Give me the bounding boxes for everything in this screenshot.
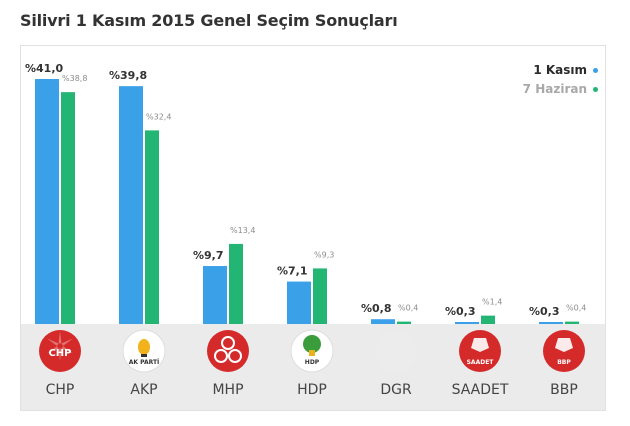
category-label-bbp: BBP	[550, 382, 578, 398]
data-label-mhp-7-haziran: %13,4	[230, 226, 255, 235]
data-label-akp-7-haziran: %32,4	[146, 112, 171, 121]
data-label-chp-7-haziran: %38,8	[62, 74, 87, 83]
data-label-hdp-1-kasim: %7,1	[277, 265, 308, 278]
bar-mhp-1-kasim	[203, 266, 227, 324]
bbp-logo-text: BBP	[557, 359, 571, 366]
legend-item-7-haziran: 7 Haziran	[523, 80, 598, 99]
hdp-tree-icon	[303, 335, 321, 353]
bar-dgr-1-kasim	[371, 319, 395, 324]
data-label-bbp-1-kasim: %0,3	[529, 305, 560, 318]
bbp-emblem-icon	[555, 338, 573, 352]
saadet-logo-text: SAADET	[467, 359, 495, 366]
akp-bulb-icon	[138, 339, 150, 355]
data-label-saadet-7-haziran: %1,4	[482, 298, 502, 307]
mhp-crescent-icon	[228, 349, 242, 363]
bar-hdp-7-haziran	[313, 268, 327, 324]
chp-arrow-icon	[58, 331, 62, 344]
mhp-crescent-icon	[214, 349, 228, 363]
bar-saadet-1-kasim	[455, 322, 479, 324]
legend-label-1-kasim: 1 Kasım	[533, 63, 587, 77]
chp-arrow-icon	[47, 338, 59, 346]
dgr-logo-icon	[375, 330, 417, 372]
chart-legend: 1 Kasım 7 Haziran	[523, 61, 598, 99]
chp-logo-icon	[39, 330, 81, 372]
category-label-dgr: DGR	[380, 382, 412, 398]
chp-arrow-icon	[47, 346, 59, 354]
chp-logo-text: CHP	[48, 348, 71, 359]
category-label-saadet: SAADET	[452, 382, 509, 398]
bar-chp-1-kasim	[35, 79, 59, 324]
bar-saadet-7-haziran	[481, 315, 495, 324]
category-label-hdp: HDP	[297, 382, 327, 398]
saadet-emblem-icon	[471, 338, 489, 352]
data-label-saadet-1-kasim: %0,3	[445, 305, 476, 318]
data-label-bbp-7-haziran: %0,4	[566, 304, 586, 313]
bar-chp-7-haziran	[61, 92, 75, 325]
chp-arrow-icon	[61, 346, 73, 354]
hdp-logo-text: HDP	[305, 359, 320, 366]
hdp-trunk-icon	[309, 350, 315, 356]
category-label-chp: CHP	[46, 382, 75, 398]
data-label-mhp-1-kasim: %9,7	[193, 249, 224, 262]
data-label-dgr-7-haziran: %0,4	[398, 304, 418, 313]
bar-dgr-7-haziran	[397, 321, 411, 324]
chp-arrow-icon	[61, 338, 73, 346]
bar-bbp-7-haziran	[565, 321, 579, 324]
data-label-dgr-1-kasim: %0,8	[361, 302, 392, 315]
legend-dot-1-kasim	[593, 68, 598, 73]
akp-logo-text: AK PARTİ	[129, 359, 160, 366]
category-label-akp: AKP	[130, 382, 157, 398]
legend-dot-7-haziran	[593, 87, 598, 92]
bar-mhp-7-haziran	[229, 243, 243, 324]
bar-hdp-1-kasim	[287, 281, 311, 324]
bar-akp-1-kasim	[119, 86, 143, 324]
data-label-akp-1-kasim: %39,8	[109, 69, 147, 82]
bar-akp-7-haziran	[145, 130, 159, 324]
data-label-hdp-7-haziran: %9,3	[314, 250, 334, 259]
legend-item-1-kasim: 1 Kasım	[523, 61, 598, 80]
chart-title: Silivri 1 Kasım 2015 Genel Seçim Sonuçla…	[20, 11, 398, 30]
mhp-crescent-icon	[221, 336, 235, 350]
bar-bbp-1-kasim	[539, 322, 563, 324]
legend-label-7-haziran: 7 Haziran	[522, 82, 587, 96]
chp-arrow-icon	[58, 348, 62, 361]
akp-bulb-base-icon	[141, 354, 147, 357]
category-label-mhp: MHP	[212, 382, 243, 398]
data-label-chp-1-kasim: %41,0	[25, 62, 64, 75]
